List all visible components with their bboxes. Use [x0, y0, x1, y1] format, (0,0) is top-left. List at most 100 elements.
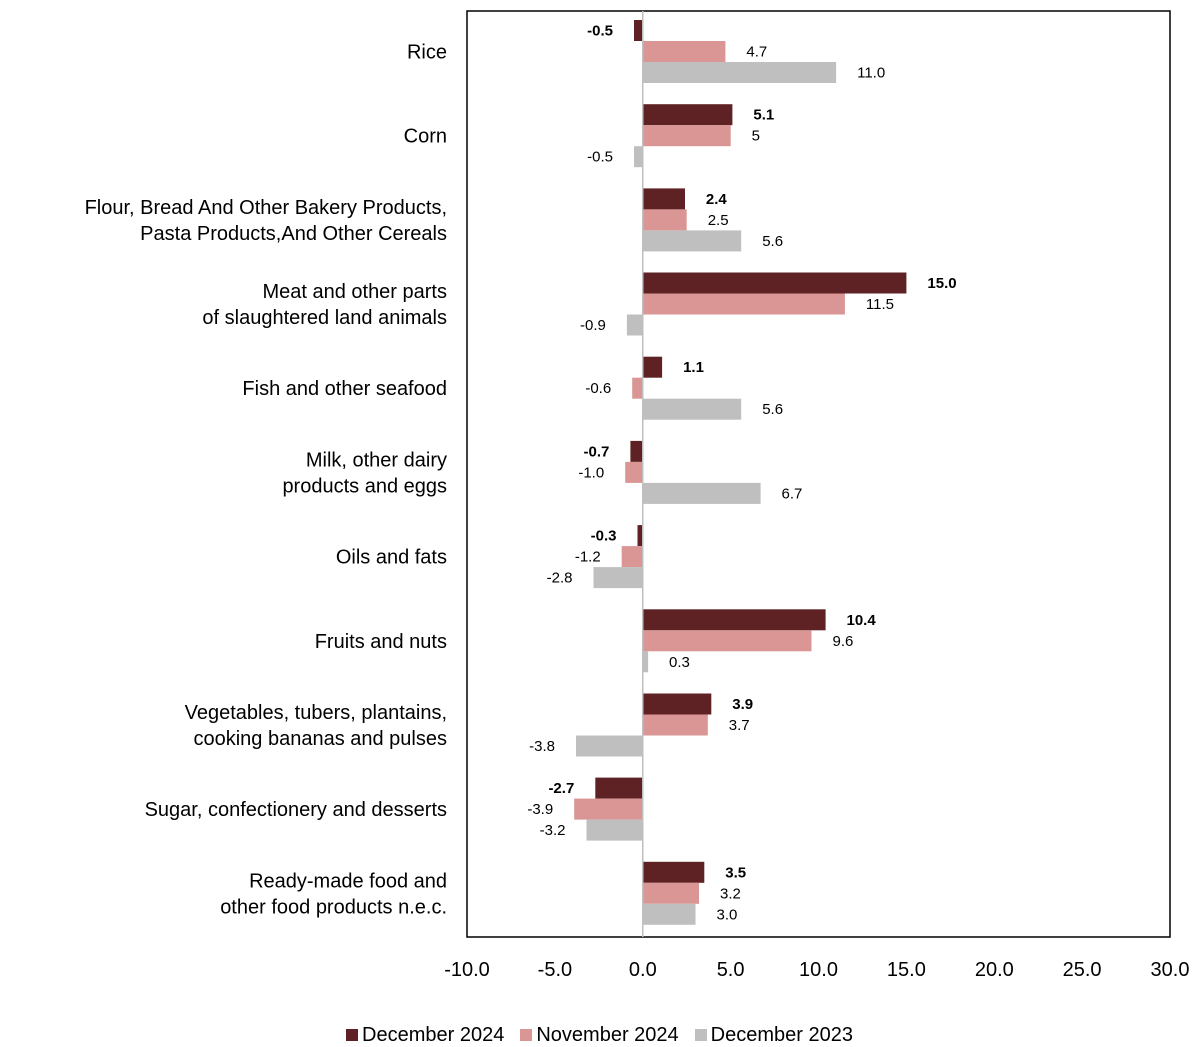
x-tick-labels-group: -10.0 -5.0 0.0 5.0 10.0 15.0 20.0 25.0 30.0 — [444, 959, 1189, 981]
x-tick-label: 15.0 — [887, 959, 926, 981]
category-label: Fish and other seafood — [242, 378, 447, 400]
bar — [642, 104, 733, 126]
legend-swatch — [520, 1029, 533, 1041]
bar — [621, 546, 643, 568]
data-label: 5.1 — [753, 107, 774, 124]
category-label: Flour, Bread And Other Bakery Products, — [85, 197, 447, 219]
bar — [642, 630, 812, 652]
bar — [586, 819, 643, 841]
bar — [642, 272, 907, 294]
bar — [642, 903, 696, 925]
data-label: 11.5 — [866, 296, 894, 313]
category-label: Vegetables, tubers, plantains, — [185, 702, 447, 724]
bar — [630, 440, 643, 462]
category-label: Meat and other parts — [262, 281, 447, 303]
bar — [642, 482, 761, 504]
bar — [642, 125, 731, 147]
data-label: -0.3 — [591, 528, 617, 545]
data-label: 6.7 — [782, 485, 803, 502]
bar — [642, 693, 712, 715]
bar — [595, 777, 643, 799]
category-label: Ready-made food and — [249, 870, 447, 892]
data-label: -0.7 — [584, 443, 610, 460]
category-label: Pasta Products,And Other Cereals — [140, 223, 447, 245]
category-label: other food products n.e.c. — [220, 896, 447, 918]
data-label: 15.0 — [927, 275, 956, 292]
data-label: 1.1 — [683, 359, 704, 376]
bar — [642, 188, 685, 210]
category-labels-group: Rice Corn Flour, Bread And Other Bakery Pr… — [85, 42, 447, 919]
bar — [642, 714, 708, 736]
bar — [642, 398, 742, 420]
category-label: Milk, other dairy — [306, 449, 447, 471]
legend-label: December 2023 — [710, 1023, 853, 1046]
data-label: -3.2 — [540, 822, 566, 839]
plot-area — [466, 10, 1171, 938]
data-label: 10.4 — [847, 612, 877, 629]
bar — [642, 356, 663, 378]
data-label: 5 — [752, 128, 760, 145]
data-labels-group: -0.5 5.1 2.4 15.0 1.1 -0.7 -0.3 10.4 3.9 -2.7 3.5 4… — [527, 23, 956, 924]
data-label: 11.0 — [857, 65, 885, 82]
legend-item-dec-2023: December 2023 — [694, 1023, 853, 1047]
x-tick-label: 20.0 — [975, 959, 1014, 981]
legend-item-nov-2024: November 2024 — [520, 1024, 679, 1047]
legend-swatch — [694, 1029, 707, 1041]
data-label: 3.5 — [725, 864, 746, 881]
bar — [626, 314, 643, 336]
bar — [642, 882, 699, 904]
x-tick-label: -10.0 — [444, 959, 490, 981]
data-label: -2.7 — [548, 780, 574, 797]
data-label: 2.5 — [708, 212, 729, 229]
data-label: 3.9 — [732, 696, 753, 713]
legend-item-dec-2024: December 2024 — [346, 1024, 504, 1047]
x-tick-label: 0.0 — [629, 959, 657, 981]
data-label: -2.8 — [547, 570, 573, 587]
data-label: 2.4 — [706, 191, 728, 208]
data-label: -3.8 — [529, 738, 555, 755]
bar — [642, 609, 826, 631]
data-label: 3.0 — [717, 906, 738, 923]
chart: -0.5 5.1 2.4 15.0 1.1 -0.7 -0.3 10.4 3.9 -2.7 3.5 4… — [85, 10, 1189, 981]
data-label: -3.9 — [527, 801, 553, 818]
legend-swatch — [346, 1029, 359, 1041]
category-label: cooking bananas and pulses — [193, 728, 447, 750]
x-tick-label: 30.0 — [1151, 959, 1190, 981]
bar — [634, 146, 643, 168]
category-label: products and eggs — [282, 475, 447, 497]
bars-group — [574, 20, 907, 925]
bar — [593, 567, 643, 589]
data-label: 4.7 — [746, 44, 767, 61]
bar — [642, 651, 649, 673]
data-label: -0.6 — [585, 380, 611, 397]
bar — [642, 861, 705, 883]
bar — [625, 461, 643, 483]
data-label: 5.6 — [762, 233, 783, 250]
legend-label: December 2024 — [362, 1023, 505, 1046]
category-label: Sugar, confectionery and desserts — [145, 799, 447, 821]
bar — [642, 62, 837, 83]
data-label: 9.6 — [833, 633, 854, 650]
data-label: -1.2 — [575, 549, 601, 566]
bar — [637, 525, 643, 547]
x-tick-label: 25.0 — [1063, 959, 1102, 981]
bar — [574, 798, 643, 820]
category-label: Oils and fats — [336, 547, 447, 569]
category-label: Fruits and nuts — [315, 631, 447, 653]
bar — [642, 293, 845, 315]
data-label: -0.5 — [587, 149, 613, 166]
data-label: -0.9 — [580, 317, 606, 334]
legend: December 2024 November 2024 December 202… — [0, 1023, 1199, 1047]
x-tick-label: 5.0 — [717, 959, 745, 981]
category-label: Rice — [407, 42, 447, 64]
data-label: 5.6 — [762, 401, 783, 418]
x-tick-label: 10.0 — [799, 959, 838, 981]
x-tick-label: -5.0 — [538, 959, 572, 981]
category-label: Corn — [404, 126, 447, 148]
bar — [632, 377, 643, 399]
category-label: of slaughtered land animals — [202, 307, 447, 329]
bar — [642, 209, 687, 231]
bar — [576, 735, 643, 757]
data-label: 0.3 — [669, 654, 690, 671]
bar — [642, 41, 726, 62]
